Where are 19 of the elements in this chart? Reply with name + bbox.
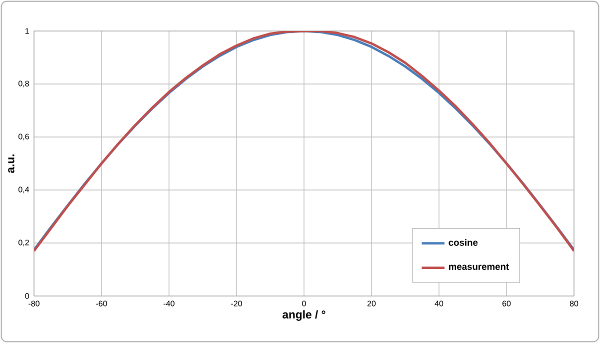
y-tick-label: 0,6 — [18, 134, 29, 140]
x-tick-label: -40 — [164, 300, 174, 306]
y-tick-label: 0,8 — [18, 80, 29, 88]
y-tick-label: 0 — [25, 293, 29, 299]
y-tick-label: 0,4 — [18, 186, 30, 194]
y-axis-title: a.u. — [8, 154, 14, 173]
x-tick-label: 20 — [367, 300, 376, 306]
x-axis-title: angle / ° — [282, 310, 326, 321]
legend-label: cosine — [448, 238, 478, 246]
y-tick-label: 0,2 — [18, 240, 29, 246]
x-tick-label: -60 — [96, 300, 107, 306]
x-tick-label: 80 — [570, 300, 578, 306]
x-tick-label: 0 — [302, 300, 306, 306]
y-tick-label: 1 — [25, 28, 29, 34]
legend-label: measurement — [448, 264, 509, 270]
x-tick-label: -20 — [231, 300, 242, 306]
x-tick-label: 60 — [502, 300, 511, 306]
x-tick-label: 40 — [434, 300, 444, 306]
x-tick-label: -80 — [28, 300, 40, 306]
